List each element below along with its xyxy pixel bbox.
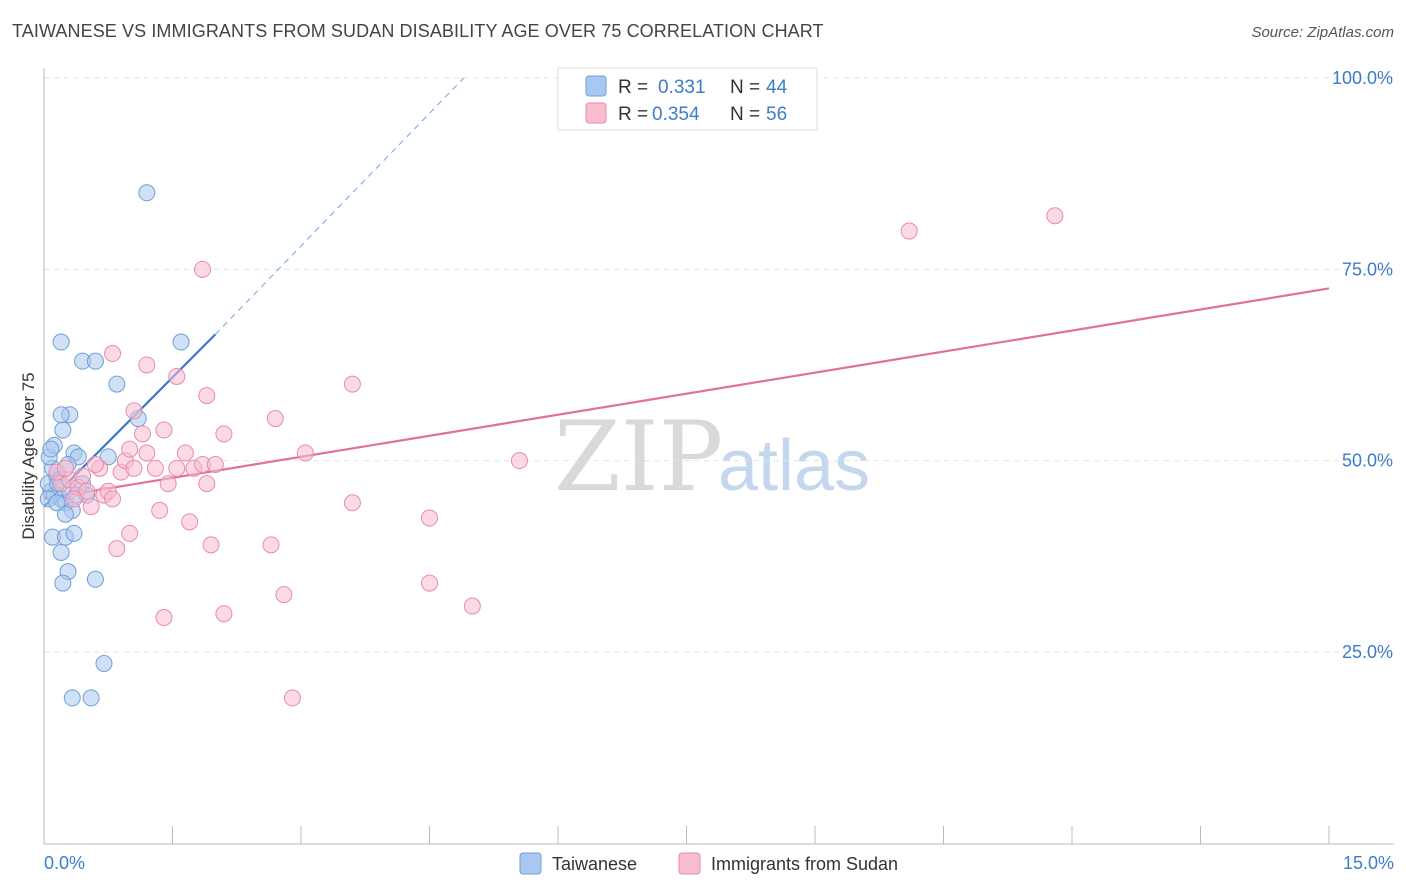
gridlines — [44, 77, 1394, 653]
legend-n-label-2: N = — [730, 104, 760, 125]
point-sudan — [510, 452, 528, 470]
point-sudan — [138, 444, 156, 462]
bottom-legend-label-taiwanese: Taiwanese — [552, 854, 637, 874]
y-tick-label: 25.0% — [1342, 642, 1393, 662]
y-axis-label: Disability Age Over 75 — [19, 372, 38, 539]
point-taiwanese — [108, 375, 126, 393]
trend-line-sudan — [43, 287, 1330, 501]
point-sudan — [168, 367, 186, 385]
y-tick-label: 100.0% — [1332, 68, 1393, 88]
point-sudan — [343, 494, 361, 512]
point-sudan — [151, 501, 169, 519]
legend-r-label-1: R = — [618, 77, 648, 98]
source-credit: Source: ZipAtlas.com — [1251, 24, 1394, 41]
point-sudan — [146, 459, 164, 477]
point-taiwanese — [86, 352, 104, 370]
x-tick-label-min: 0.0% — [44, 853, 85, 873]
point-sudan — [193, 260, 211, 278]
watermark-zip: ZIP — [554, 401, 723, 513]
bottom-legend: Taiwanese Immigrants from Sudan — [519, 852, 898, 875]
point-sudan — [262, 536, 280, 554]
point-taiwanese — [52, 333, 70, 351]
point-taiwanese — [56, 505, 74, 523]
point-sudan — [155, 609, 173, 627]
point-sudan — [125, 459, 143, 477]
legend-n-value-1: 44 — [766, 77, 788, 98]
point-sudan — [343, 375, 361, 393]
legend-box: R = 0.331 N = 44 R = 0.354 N = 56 — [557, 67, 818, 131]
point-sudan — [296, 444, 314, 462]
point-sudan — [421, 574, 438, 592]
point-sudan — [121, 440, 139, 458]
point-sudan — [104, 490, 122, 508]
legend-swatch-sudan — [585, 102, 607, 124]
bottom-legend-swatch-taiwanese — [519, 852, 542, 875]
point-sudan — [202, 536, 220, 554]
point-sudan — [206, 455, 224, 473]
point-sudan — [104, 345, 122, 363]
point-taiwanese — [99, 448, 117, 466]
point-sudan — [421, 509, 438, 527]
point-taiwanese — [54, 421, 72, 439]
point-taiwanese — [42, 440, 60, 458]
point-taiwanese — [48, 494, 66, 512]
point-taiwanese — [138, 184, 156, 202]
point-sudan — [1046, 207, 1064, 225]
legend-r-value-2: 0.354 — [652, 104, 700, 125]
point-sudan — [283, 689, 301, 707]
point-sudan — [168, 459, 186, 477]
point-sudan — [121, 524, 139, 542]
legend-r-value-1: 0.331 — [658, 77, 706, 98]
point-sudan — [198, 475, 216, 493]
point-sudan — [215, 425, 233, 443]
x-tick-label-max: 15.0% — [1343, 853, 1394, 873]
point-taiwanese — [82, 689, 100, 707]
point-sudan — [176, 444, 194, 462]
bottom-legend-label-sudan: Immigrants from Sudan — [711, 854, 898, 874]
point-sudan — [74, 467, 92, 485]
legend-n-value-2: 56 — [766, 104, 787, 125]
chart-title: TAIWANESE VS IMMIGRANTS FROM SUDAN DISAB… — [12, 21, 824, 41]
point-sudan — [181, 513, 199, 531]
point-taiwanese — [65, 524, 83, 542]
data-points — [39, 184, 1064, 707]
point-sudan — [155, 421, 173, 439]
point-sudan — [463, 597, 481, 615]
point-sudan — [275, 586, 293, 604]
point-sudan — [82, 498, 100, 516]
bottom-legend-swatch-sudan — [678, 852, 701, 875]
point-taiwanese — [95, 654, 113, 672]
x-axis-ticks — [43, 826, 1330, 844]
legend-n-label-1: N = — [730, 77, 760, 98]
watermark-atlas: atlas — [718, 426, 870, 506]
legend-swatch-taiwanese — [585, 75, 607, 97]
point-taiwanese — [54, 574, 72, 592]
point-sudan — [125, 402, 143, 420]
point-taiwanese — [63, 689, 81, 707]
point-taiwanese — [52, 543, 70, 561]
point-taiwanese — [172, 333, 190, 351]
legend-r-label-2: R = — [618, 104, 648, 125]
point-taiwanese — [86, 570, 104, 588]
point-sudan — [900, 222, 918, 240]
y-tick-label: 50.0% — [1342, 451, 1393, 471]
watermark: ZIP atlas — [554, 401, 870, 513]
point-sudan — [159, 475, 177, 493]
point-sudan — [86, 455, 104, 473]
point-sudan — [65, 490, 83, 508]
point-sudan — [108, 540, 126, 558]
point-sudan — [215, 605, 233, 623]
point-sudan — [198, 387, 216, 405]
point-sudan — [56, 459, 74, 477]
point-sudan — [266, 410, 284, 428]
point-taiwanese — [52, 406, 70, 424]
y-axis-tick-labels: 25.0% 50.0% 75.0% 100.0% — [1332, 68, 1393, 662]
y-tick-label: 75.0% — [1342, 259, 1393, 279]
trend-extension-taiwanese — [214, 77, 465, 335]
point-sudan — [138, 356, 156, 374]
point-sudan — [134, 425, 152, 443]
